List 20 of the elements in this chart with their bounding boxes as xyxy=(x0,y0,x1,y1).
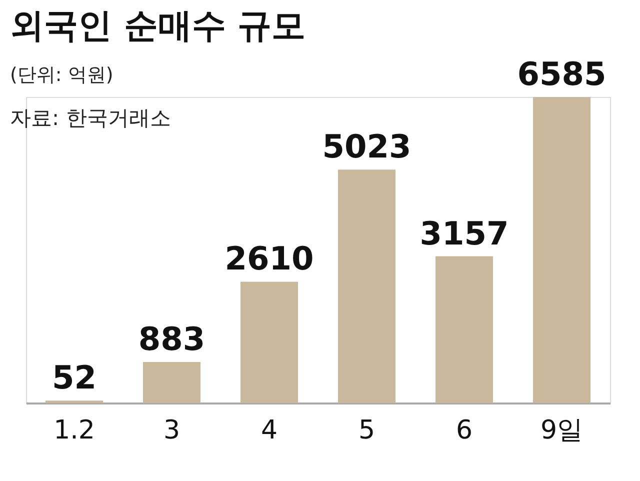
data-label: 5023 xyxy=(322,128,412,166)
chart-title: 외국인 순매수 규모 xyxy=(10,6,306,46)
data-label: 2610 xyxy=(224,240,314,278)
data-label: 3157 xyxy=(420,214,509,252)
bar xyxy=(240,282,298,403)
bar xyxy=(338,170,396,403)
x-tick-label: 3 xyxy=(163,416,180,446)
x-tick-label: 6 xyxy=(456,416,473,446)
data-label: 6585 xyxy=(517,55,606,93)
chart-subtitle: (단위: 억원) xyxy=(10,64,114,86)
bar xyxy=(142,362,201,403)
data-label: 883 xyxy=(138,320,206,358)
x-tick-label: 1.2 xyxy=(54,416,95,446)
bar xyxy=(435,256,494,403)
bar xyxy=(532,97,590,403)
x-tick-label: 5 xyxy=(358,416,376,446)
annotation: 자료: 한국거래소 xyxy=(10,106,171,130)
x-tick-label: 4 xyxy=(260,416,278,446)
data-label: 52 xyxy=(52,358,97,397)
x-tick-label: 9일 xyxy=(540,416,584,446)
